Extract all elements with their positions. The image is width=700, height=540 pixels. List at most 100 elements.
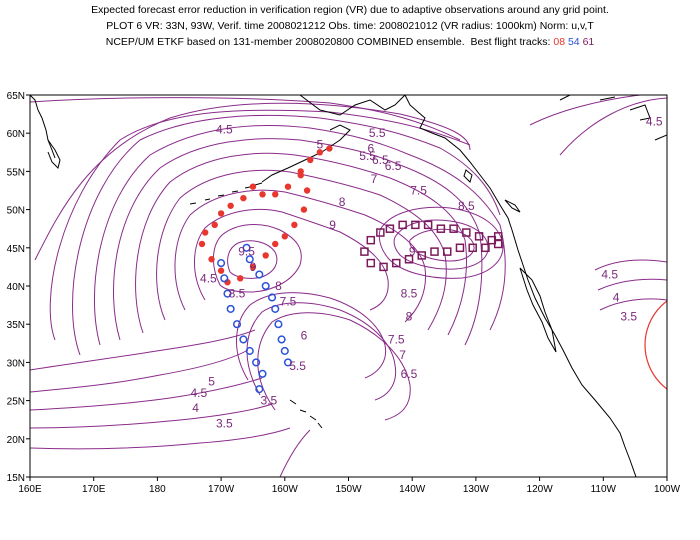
- track-61-point: [455, 243, 465, 253]
- contour-line: [34, 102, 471, 261]
- track-61-point: [462, 228, 471, 237]
- contour-line: [393, 219, 489, 270]
- x-tick-label: 100W: [654, 484, 681, 495]
- track-54-point: [245, 255, 254, 264]
- track-61-point: [366, 235, 376, 245]
- queen-charlotte: [463, 169, 473, 183]
- contour-line: [72, 114, 501, 356]
- track-08-point: [300, 206, 308, 213]
- contour-line: [174, 189, 427, 323]
- track-08-point: [217, 267, 225, 274]
- track-label-54: 54: [567, 36, 580, 48]
- track-08-point: [272, 191, 279, 198]
- contour-line: [213, 224, 302, 293]
- y-tick-label: 15N: [7, 473, 25, 484]
- contour-label: 6: [367, 141, 374, 155]
- contour-label: 5: [316, 138, 323, 152]
- contour-label: 9: [409, 245, 416, 259]
- header-line-2: PLOT 6 VR: 33N, 93W, Verif. time 2008021…: [106, 20, 594, 32]
- contour-label: 4: [613, 290, 620, 304]
- contour-line: [30, 349, 249, 393]
- track-61-point: [474, 232, 484, 241]
- track-08-point: [307, 156, 314, 164]
- x-tick-label: 160W: [272, 484, 299, 495]
- contour-line: [49, 109, 471, 341]
- track-61-point: [442, 247, 452, 256]
- contour-line: [156, 169, 447, 331]
- contour-line: [279, 429, 311, 477]
- coastline-alaska: [299, 95, 406, 116]
- y-tick-label: 35N: [7, 320, 25, 331]
- y-tick-label: 65N: [7, 91, 25, 102]
- contour-line: [30, 329, 256, 371]
- track-08-point: [237, 275, 244, 282]
- track-08-point: [249, 263, 257, 271]
- contour-line: [30, 97, 461, 141]
- contour-line: [227, 240, 278, 279]
- track-61-point: [376, 228, 385, 237]
- contour-label: 3.5: [261, 394, 278, 408]
- contour-label: 5: [208, 375, 215, 389]
- contour-line: [594, 259, 667, 271]
- track-08-point: [326, 145, 333, 152]
- contour-line: [135, 152, 467, 336]
- contour-label: 7.5: [410, 184, 427, 198]
- y-tick-label: 25N: [7, 397, 25, 408]
- track-08-point: [284, 183, 292, 190]
- x-tick-label: 130W: [463, 484, 490, 495]
- track-61-point: [360, 247, 369, 256]
- contour-label: 7: [371, 172, 378, 186]
- contour-label: 8.5: [229, 287, 246, 301]
- aleutian-islands: [189, 182, 263, 205]
- track-61-point: [468, 243, 477, 253]
- track-54-point: [255, 270, 264, 279]
- track-54-point: [258, 369, 267, 378]
- x-tick-label: 140W: [399, 484, 426, 495]
- contour-label: 4.5: [601, 268, 618, 282]
- track-61-point: [449, 224, 458, 233]
- track-61-point: [481, 243, 490, 253]
- track-54-point: [274, 320, 283, 329]
- track-54-point: [271, 304, 280, 313]
- x-tick-label: 170E: [82, 484, 106, 495]
- contour-label: 6: [301, 329, 308, 343]
- contour-label: 8: [275, 279, 282, 293]
- y-tick-label: 30N: [7, 358, 25, 369]
- x-tick-label: 150W: [335, 484, 362, 495]
- track-08-point: [303, 187, 311, 194]
- contour-line: [529, 95, 641, 126]
- track-08-point: [198, 240, 206, 248]
- track-08-point: [227, 202, 234, 209]
- contour-line: [246, 302, 397, 401]
- contour-labels: 4.555.566.577.58 8.5999.598.587.58.587.57…: [190, 115, 662, 431]
- contour-label: 6.5: [372, 153, 389, 167]
- contour-label: 7.5: [280, 294, 297, 308]
- y-tick-label: 20N: [7, 435, 25, 446]
- track-08-point: [249, 183, 257, 190]
- contour-line: [597, 278, 667, 291]
- track-54-point: [242, 243, 251, 252]
- track-61-point: [417, 251, 427, 260]
- track-08-point: [217, 210, 225, 217]
- track-label-08: 08: [553, 36, 566, 48]
- track-54-point: [268, 293, 277, 302]
- x-tick-label: 120W: [527, 484, 554, 495]
- track-54-point: [232, 320, 242, 329]
- track-08-point: [272, 240, 279, 248]
- track-08-point: [259, 191, 266, 198]
- contour-line: [257, 312, 411, 421]
- x-tick-label: 180: [149, 484, 166, 495]
- coastline-baja: [519, 267, 557, 353]
- track-08-point: [240, 194, 247, 202]
- contour-line: [30, 377, 263, 411]
- contour-line: [30, 403, 273, 429]
- track-08-point: [316, 149, 324, 156]
- track-61-point: [366, 258, 376, 268]
- coastline-north-america: [404, 95, 637, 477]
- contour-label: 5.5: [359, 149, 376, 163]
- track-54-point: [245, 346, 254, 355]
- contour-line: [93, 125, 506, 346]
- track-54-point: [261, 281, 270, 291]
- contour-label: 4.5: [200, 271, 217, 285]
